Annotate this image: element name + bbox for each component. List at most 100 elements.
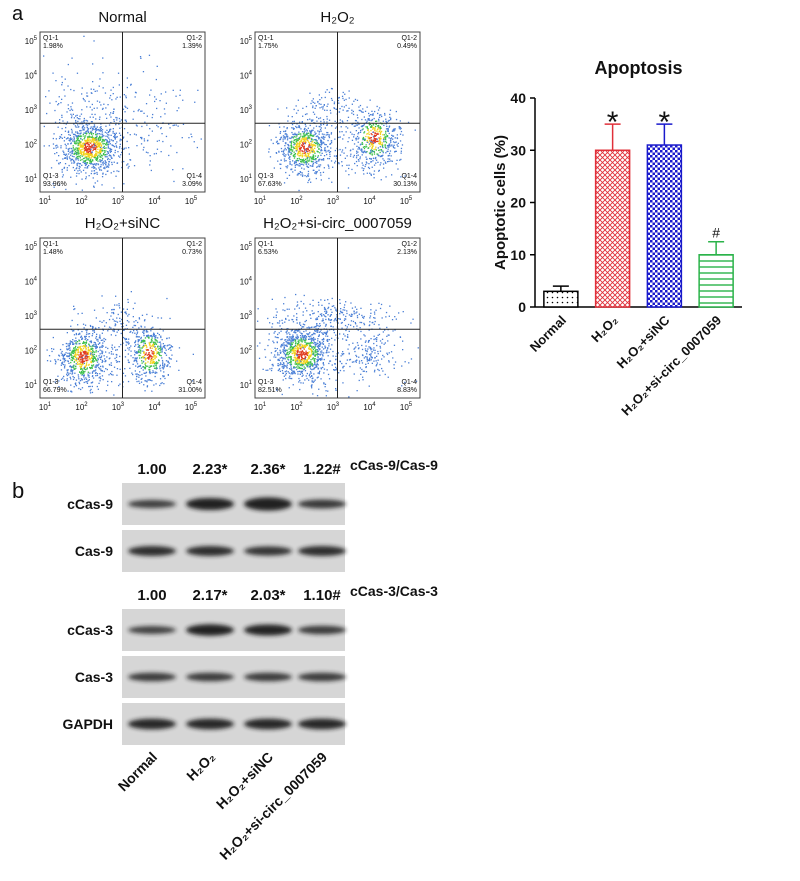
event-dot bbox=[93, 146, 95, 148]
event-dot bbox=[337, 322, 339, 324]
event-dot bbox=[115, 124, 117, 126]
event-dot bbox=[285, 349, 287, 352]
event-dot bbox=[283, 347, 285, 349]
event-dot bbox=[157, 332, 159, 334]
event-dot bbox=[93, 186, 95, 188]
event-dot bbox=[379, 146, 381, 148]
event-dot bbox=[115, 143, 117, 145]
event-dot bbox=[300, 370, 302, 373]
event-dot bbox=[306, 352, 308, 354]
event-dot bbox=[274, 354, 276, 356]
event-dot bbox=[310, 353, 313, 355]
event-dot bbox=[294, 164, 296, 166]
event-dot bbox=[306, 365, 308, 367]
event-dot bbox=[102, 172, 104, 174]
x-tick-label: 102 bbox=[75, 196, 88, 206]
event-dot bbox=[196, 146, 198, 149]
event-dot bbox=[76, 114, 78, 116]
event-dot bbox=[274, 347, 276, 349]
event-dot bbox=[381, 142, 383, 144]
event-dot bbox=[63, 166, 66, 169]
event-dot bbox=[400, 130, 403, 133]
event-dot bbox=[88, 336, 90, 338]
event-dot bbox=[316, 353, 318, 355]
event-dot bbox=[125, 311, 127, 313]
event-dot bbox=[160, 370, 162, 372]
event-dot bbox=[292, 335, 294, 338]
event-dot bbox=[305, 125, 307, 127]
event-dot bbox=[335, 355, 337, 357]
event-dot bbox=[128, 321, 130, 323]
event-dot bbox=[295, 353, 297, 355]
event-dot bbox=[313, 113, 316, 115]
event-dot bbox=[76, 158, 78, 160]
event-dot bbox=[293, 151, 295, 153]
event-dot bbox=[159, 368, 161, 370]
event-dot bbox=[59, 359, 62, 361]
event-dot bbox=[371, 141, 373, 143]
event-dot bbox=[379, 327, 381, 329]
event-dot bbox=[304, 360, 306, 362]
event-dot bbox=[306, 139, 308, 141]
event-dot bbox=[276, 354, 279, 356]
event-dot bbox=[301, 350, 304, 352]
event-dot bbox=[101, 129, 104, 131]
tick-exponent: 4 bbox=[34, 277, 38, 283]
event-dot bbox=[294, 153, 296, 155]
event-dot bbox=[80, 138, 82, 140]
event-dot bbox=[302, 345, 304, 348]
event-dot bbox=[160, 343, 162, 345]
event-dot bbox=[69, 347, 71, 349]
event-dot bbox=[373, 127, 375, 129]
event-dot bbox=[156, 124, 158, 127]
event-dot bbox=[80, 155, 82, 157]
event-dot bbox=[97, 388, 99, 390]
event-dot bbox=[387, 130, 389, 132]
event-dot bbox=[275, 350, 277, 352]
event-dot bbox=[91, 109, 93, 111]
event-dot bbox=[291, 349, 293, 351]
event-dot bbox=[104, 147, 106, 149]
event-dot bbox=[361, 129, 363, 131]
event-dot bbox=[78, 167, 80, 170]
event-dot bbox=[122, 336, 125, 339]
event-dot bbox=[358, 123, 360, 125]
event-dot bbox=[312, 141, 314, 143]
event-dot bbox=[344, 309, 346, 311]
event-dot bbox=[388, 132, 390, 135]
event-dot bbox=[312, 393, 314, 395]
event-dot bbox=[152, 352, 154, 354]
event-dot bbox=[290, 168, 292, 171]
event-dot bbox=[311, 139, 313, 141]
event-dot bbox=[88, 343, 90, 345]
event-dot bbox=[79, 346, 81, 349]
event-dot bbox=[87, 371, 89, 373]
event-dot bbox=[160, 345, 162, 347]
event-dot bbox=[394, 147, 396, 149]
event-dot bbox=[312, 149, 315, 151]
event-dot bbox=[168, 337, 170, 339]
event-dot bbox=[349, 150, 352, 152]
event-dot bbox=[331, 337, 333, 339]
event-dot bbox=[95, 366, 97, 368]
event-dot bbox=[113, 330, 115, 333]
event-dot bbox=[86, 166, 89, 168]
event-dot bbox=[304, 127, 306, 130]
event-dot bbox=[375, 134, 377, 136]
event-dot bbox=[292, 171, 294, 173]
event-dot bbox=[62, 150, 64, 152]
event-dot bbox=[157, 317, 159, 319]
x-tick-label: 103 bbox=[112, 402, 125, 412]
event-dot bbox=[78, 378, 80, 380]
event-dot bbox=[326, 330, 329, 332]
event-dot bbox=[304, 307, 307, 309]
event-dot bbox=[286, 133, 288, 136]
event-dot bbox=[134, 324, 137, 327]
event-dot bbox=[78, 387, 80, 390]
event-dot bbox=[146, 349, 148, 351]
event-dot bbox=[298, 351, 301, 353]
event-dot bbox=[375, 123, 377, 125]
event-dot bbox=[284, 155, 286, 158]
event-dot bbox=[289, 336, 292, 338]
event-dot bbox=[344, 318, 346, 320]
